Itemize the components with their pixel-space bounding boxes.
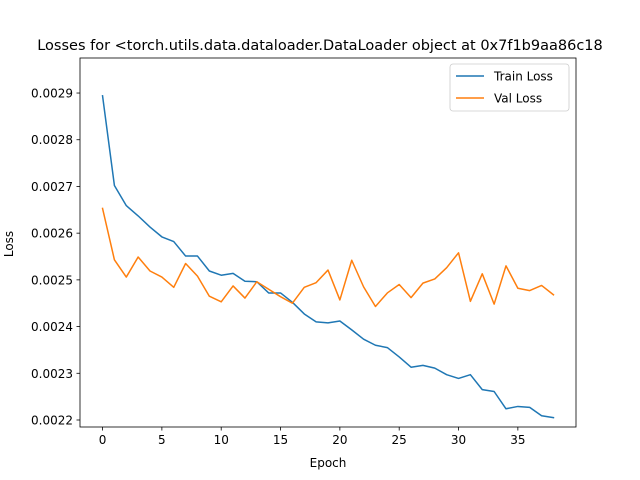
chart-title: Losses for <torch.utils.data.dataloader.… <box>37 38 603 54</box>
y-tick-label: 0.0028 <box>31 133 73 147</box>
axes-layer: 0 5 10 15 20 25 30 35 0.0022 0.0023 0.0024 0.0025 0.… <box>31 57 577 447</box>
series-layer <box>101 94 555 419</box>
x-tick-label: 10 <box>214 433 229 447</box>
x-axis-label: Epoch <box>310 456 347 470</box>
y-tick-label: 0.0025 <box>31 273 73 287</box>
plot-frame <box>79 57 577 428</box>
legend: Train Loss Val Loss <box>449 63 570 112</box>
legend-label-train-loss: Train Loss <box>493 70 553 84</box>
x-tick-label: 15 <box>273 433 288 447</box>
x-tick-label: 20 <box>332 433 347 447</box>
y-tick-label: 0.0029 <box>31 87 73 101</box>
x-tick-label: 35 <box>510 433 525 447</box>
y-axis-label: Loss <box>2 231 16 257</box>
y-tick-label: 0.0023 <box>31 367 73 381</box>
y-tick-label: 0.0024 <box>31 320 73 334</box>
series-line-train-loss <box>101 94 555 419</box>
x-tick-label: 5 <box>158 433 166 447</box>
x-tick-label: 30 <box>451 433 466 447</box>
x-tick-label: 0 <box>99 433 107 447</box>
y-tick-label: 0.0022 <box>31 413 73 427</box>
series-line-val-loss <box>101 207 555 308</box>
x-tick-label: 25 <box>392 433 407 447</box>
y-tick-label: 0.0026 <box>31 227 73 241</box>
y-tick-label: 0.0027 <box>31 180 73 194</box>
legend-label-val-loss: Val Loss <box>494 92 542 106</box>
